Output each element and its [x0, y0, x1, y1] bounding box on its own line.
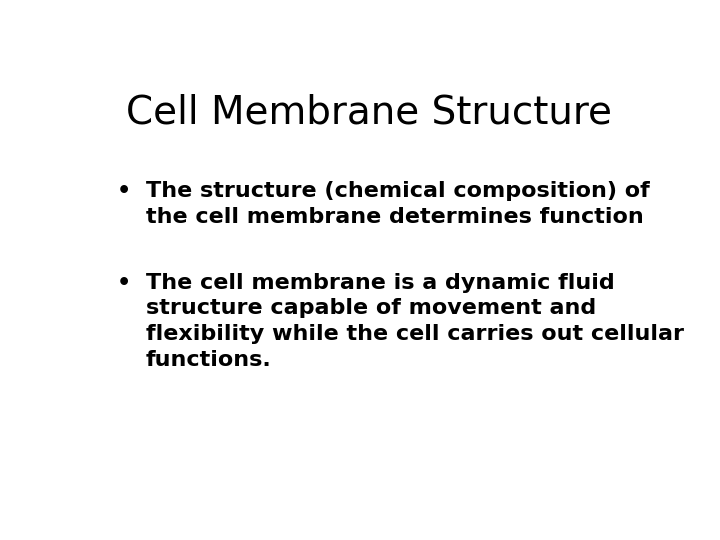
Text: The structure (chemical composition) of
the cell membrane determines function: The structure (chemical composition) of … — [145, 181, 649, 227]
Text: The cell membrane is a dynamic fluid
structure capable of movement and
flexibili: The cell membrane is a dynamic fluid str… — [145, 273, 684, 369]
Text: •: • — [117, 181, 130, 201]
Text: •: • — [117, 273, 130, 293]
Text: Cell Membrane Structure: Cell Membrane Structure — [126, 94, 612, 132]
